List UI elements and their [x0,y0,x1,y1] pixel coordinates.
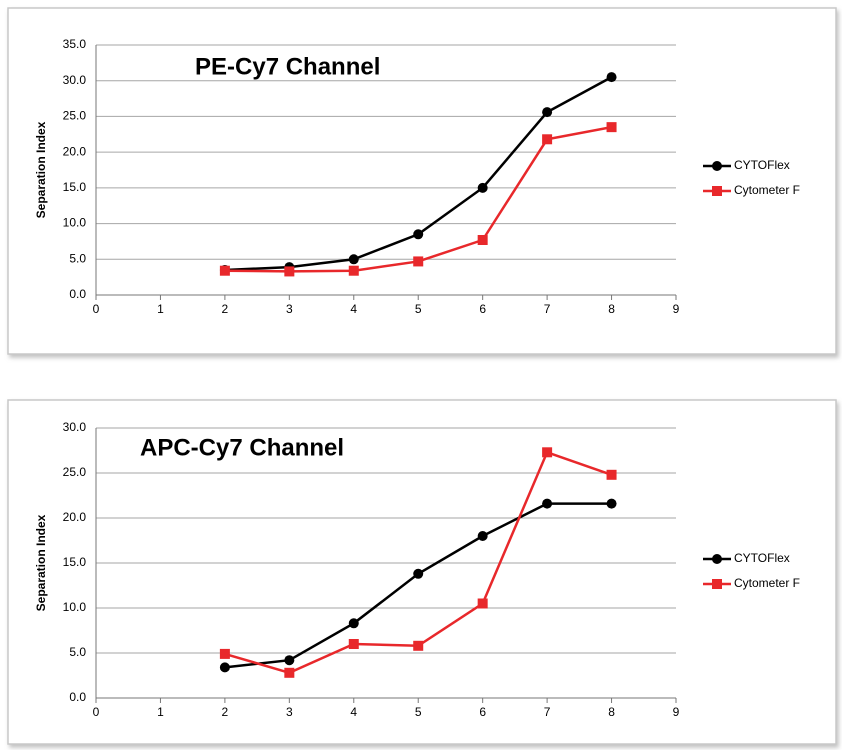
marker [542,134,553,145]
x-tick-label: 6 [479,302,486,316]
x-tick-label: 4 [350,705,357,719]
marker [606,72,617,83]
marker [477,182,488,193]
marker [284,266,295,277]
marker [219,662,230,673]
y-tick-label: 0.0 [69,690,86,704]
marker [413,256,424,267]
y-tick-label: 30.0 [63,420,87,434]
x-tick-label: 3 [286,705,293,719]
y-axis-label: Separation Index [34,121,48,218]
x-tick-label: 5 [415,705,422,719]
marker [219,265,230,276]
x-tick-label: 2 [222,705,229,719]
x-tick-label: 9 [673,705,680,719]
y-tick-label: 25.0 [63,109,87,123]
marker [542,498,553,509]
marker [413,229,424,240]
marker [413,568,424,579]
x-tick-label: 1 [157,302,164,316]
y-tick-label: 35.0 [63,37,87,51]
marker [542,107,553,118]
y-tick-label: 0.0 [69,287,86,301]
y-tick-label: 30.0 [63,73,87,87]
x-tick-label: 0 [93,705,100,719]
x-tick-label: 3 [286,302,293,316]
y-tick-label: 15.0 [63,180,87,194]
x-tick-label: 5 [415,302,422,316]
x-tick-label: 2 [222,302,229,316]
x-tick-label: 6 [479,705,486,719]
marker [542,447,553,458]
x-tick-label: 4 [350,302,357,316]
marker [348,265,359,276]
legend-label: CYTOFlex [734,551,790,565]
marker [477,235,488,245]
marker [606,469,617,480]
x-tick-label: 8 [608,302,615,316]
chart-title: PE-Cy7 Channel [195,53,380,80]
y-tick-label: 20.0 [63,144,87,158]
marker [219,648,230,659]
marker [348,254,359,265]
x-tick-label: 7 [544,302,551,316]
marker [348,639,359,649]
marker [348,618,359,629]
y-tick-label: 5.0 [69,645,86,659]
marker [477,598,488,609]
legend-label: CYTOFlex [734,158,790,172]
marker [284,667,295,678]
marker [606,122,617,133]
panel [7,7,837,355]
y-tick-label: 25.0 [63,465,87,479]
legend-marker [712,579,722,589]
marker [413,640,424,651]
legend-marker [712,186,722,196]
y-tick-label: 10.0 [63,600,87,614]
legend-label: Cytometer F [734,183,800,197]
y-tick-label: 15.0 [63,555,87,569]
x-tick-label: 8 [608,705,615,719]
legend-label: Cytometer F [734,576,800,590]
x-tick-label: 0 [93,302,100,316]
marker [606,498,617,509]
x-tick-label: 7 [544,705,551,719]
x-tick-label: 9 [673,302,680,316]
y-tick-label: 5.0 [69,251,86,265]
legend-marker [712,554,722,564]
y-axis-label: Separation Index [34,514,48,611]
y-tick-label: 20.0 [63,510,87,524]
legend-marker [712,161,722,171]
chart-title: APC-Cy7 Channel [140,434,344,461]
x-tick-label: 1 [157,705,164,719]
y-tick-label: 10.0 [63,216,87,230]
marker [284,655,295,666]
marker [477,531,488,541]
